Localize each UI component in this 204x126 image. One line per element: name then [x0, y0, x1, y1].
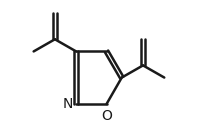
- Text: O: O: [101, 108, 112, 123]
- Text: N: N: [62, 97, 73, 111]
